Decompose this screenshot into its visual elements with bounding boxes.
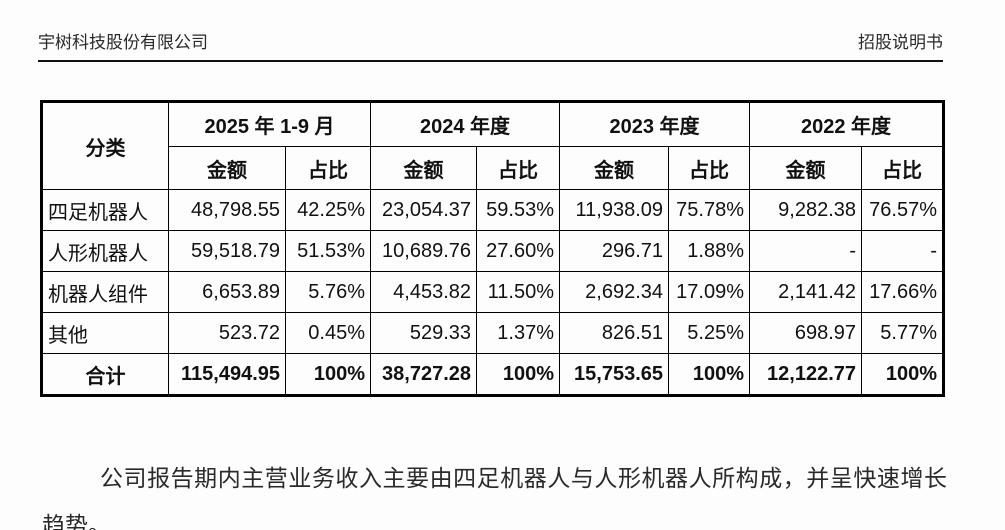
ratio-cell: 75.78% bbox=[668, 189, 751, 231]
amount-header: 金额 bbox=[559, 146, 670, 190]
amount-cell: 15,753.65 bbox=[559, 353, 670, 396]
header-divider bbox=[38, 60, 943, 62]
amount-cell: 9,282.38 bbox=[749, 189, 863, 231]
ratio-cell: 17.09% bbox=[668, 271, 751, 313]
ratio-cell: 76.57% bbox=[861, 189, 945, 231]
ratio-cell: - bbox=[861, 230, 945, 272]
category-column-header: 分类 bbox=[41, 101, 169, 190]
ratio-cell: 5.77% bbox=[861, 312, 945, 354]
period-header-2024: 2024 年度 bbox=[370, 101, 561, 147]
ratio-cell: 100% bbox=[861, 353, 945, 396]
ratio-cell: 11.50% bbox=[476, 271, 561, 313]
ratio-cell: 100% bbox=[668, 353, 751, 396]
total-label: 合计 bbox=[41, 353, 169, 396]
amount-cell: 115,494.95 bbox=[168, 353, 286, 396]
row-label: 人形机器人 bbox=[41, 230, 169, 272]
ratio-cell: 27.60% bbox=[476, 230, 561, 272]
revenue-breakdown-table: 分类 2025 年 1-9 月 2024 年度 2023 年度 2022 年度 … bbox=[40, 100, 946, 397]
ratio-cell: 5.76% bbox=[284, 271, 372, 313]
row-label: 机器人组件 bbox=[41, 271, 169, 313]
ratio-cell: 17.66% bbox=[861, 271, 945, 313]
amount-cell: 59,518.79 bbox=[168, 230, 286, 272]
table-row-humanoid-robot: 人形机器人 59,518.79 51.53% 10,689.76 27.60% … bbox=[41, 230, 945, 272]
amount-header: 金额 bbox=[370, 146, 478, 190]
amount-header: 金额 bbox=[168, 146, 286, 190]
ratio-header: 占比 bbox=[284, 146, 372, 190]
amount-cell: 11,938.09 bbox=[559, 189, 670, 231]
row-label: 其他 bbox=[41, 312, 169, 354]
table-row-robot-components: 机器人组件 6,653.89 5.76% 4,453.82 11.50% 2,6… bbox=[41, 271, 945, 313]
amount-header: 金额 bbox=[749, 146, 863, 190]
ratio-cell: 59.53% bbox=[476, 189, 561, 231]
amount-cell: 2,692.34 bbox=[559, 271, 670, 313]
table-header-row-periods: 分类 2025 年 1-9 月 2024 年度 2023 年度 2022 年度 bbox=[41, 101, 945, 190]
company-name: 宇树科技股份有限公司 bbox=[38, 33, 208, 52]
period-header-2023: 2023 年度 bbox=[559, 101, 751, 147]
amount-cell: 12,122.77 bbox=[749, 353, 863, 396]
period-header-2022: 2022 年度 bbox=[749, 101, 945, 147]
ratio-header: 占比 bbox=[668, 146, 751, 190]
table-row-other: 其他 523.72 0.45% 529.33 1.37% 826.51 5.25… bbox=[41, 312, 945, 354]
amount-cell: 2,141.42 bbox=[749, 271, 863, 313]
ratio-cell: 0.45% bbox=[284, 312, 372, 354]
ratio-cell: 100% bbox=[284, 353, 372, 396]
amount-cell: 48,798.55 bbox=[168, 189, 286, 231]
amount-cell: 4,453.82 bbox=[370, 271, 478, 313]
amount-cell: 38,727.28 bbox=[370, 353, 478, 396]
ratio-cell: 1.37% bbox=[476, 312, 561, 354]
ratio-cell: 1.88% bbox=[668, 230, 751, 272]
amount-cell: 296.71 bbox=[559, 230, 670, 272]
period-header-2025: 2025 年 1-9 月 bbox=[167, 101, 372, 147]
amount-cell: 6,653.89 bbox=[168, 271, 286, 313]
amount-cell: - bbox=[749, 230, 863, 272]
table-row-total: 合计 115,494.95 100% 38,727.28 100% 15,753… bbox=[41, 353, 945, 396]
document-type-label: 招股说明书 bbox=[858, 33, 943, 52]
ratio-cell: 42.25% bbox=[284, 189, 372, 231]
amount-cell: 698.97 bbox=[749, 312, 863, 354]
table-row-quadruped-robot: 四足机器人 48,798.55 42.25% 23,054.37 59.53% … bbox=[41, 189, 945, 231]
ratio-header: 占比 bbox=[861, 146, 945, 190]
row-label: 四足机器人 bbox=[41, 189, 169, 231]
amount-cell: 826.51 bbox=[559, 312, 670, 354]
ratio-cell: 5.25% bbox=[668, 312, 751, 354]
amount-cell: 10,689.76 bbox=[370, 230, 478, 272]
ratio-header: 占比 bbox=[476, 146, 561, 190]
amount-cell: 529.33 bbox=[370, 312, 478, 354]
ratio-cell: 51.53% bbox=[284, 230, 372, 272]
amount-cell: 523.72 bbox=[168, 312, 286, 354]
table-header-row-subcolumns: 金额 占比 金额 占比 金额 占比 金额 占比 bbox=[42, 146, 945, 190]
page-header: 宇树科技股份有限公司 招股说明书 bbox=[38, 28, 943, 53]
commentary-paragraph: 公司报告期内主营业务收入主要由四足机器人与人形机器人所构成，并呈快速增长趋势。 bbox=[42, 466, 947, 530]
amount-cell: 23,054.37 bbox=[370, 189, 478, 231]
ratio-cell: 100% bbox=[476, 353, 561, 396]
